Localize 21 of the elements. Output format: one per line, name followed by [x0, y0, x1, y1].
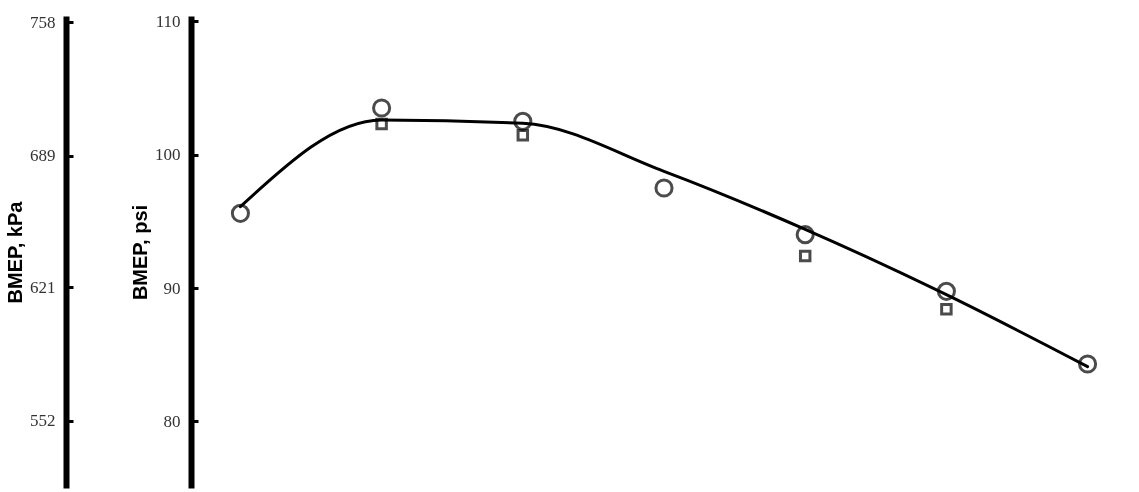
point: [516, 129, 530, 142]
y2-tick-label: 621: [30, 277, 56, 297]
y2-tick-label: 552: [30, 411, 56, 431]
y-tick-label: 90: [163, 278, 181, 298]
point: [375, 117, 388, 131]
y-tick-label: 80: [163, 411, 181, 431]
point: [372, 98, 392, 118]
y-tick-label: 100: [155, 145, 181, 165]
point: [798, 249, 812, 263]
point: [513, 111, 533, 131]
point: [654, 178, 674, 198]
y2-tick-label: 689: [30, 146, 56, 166]
point: [795, 225, 815, 245]
point: [1078, 354, 1098, 374]
y-tick-label: 110: [155, 11, 181, 31]
y2-tick-label: 758: [30, 12, 56, 32]
point: [936, 281, 956, 301]
y-axis-title: BMEP, psi: [129, 204, 151, 301]
point: [940, 303, 953, 316]
point: [230, 203, 250, 223]
y2-axis-title: BMEP, kPa: [4, 200, 26, 304]
